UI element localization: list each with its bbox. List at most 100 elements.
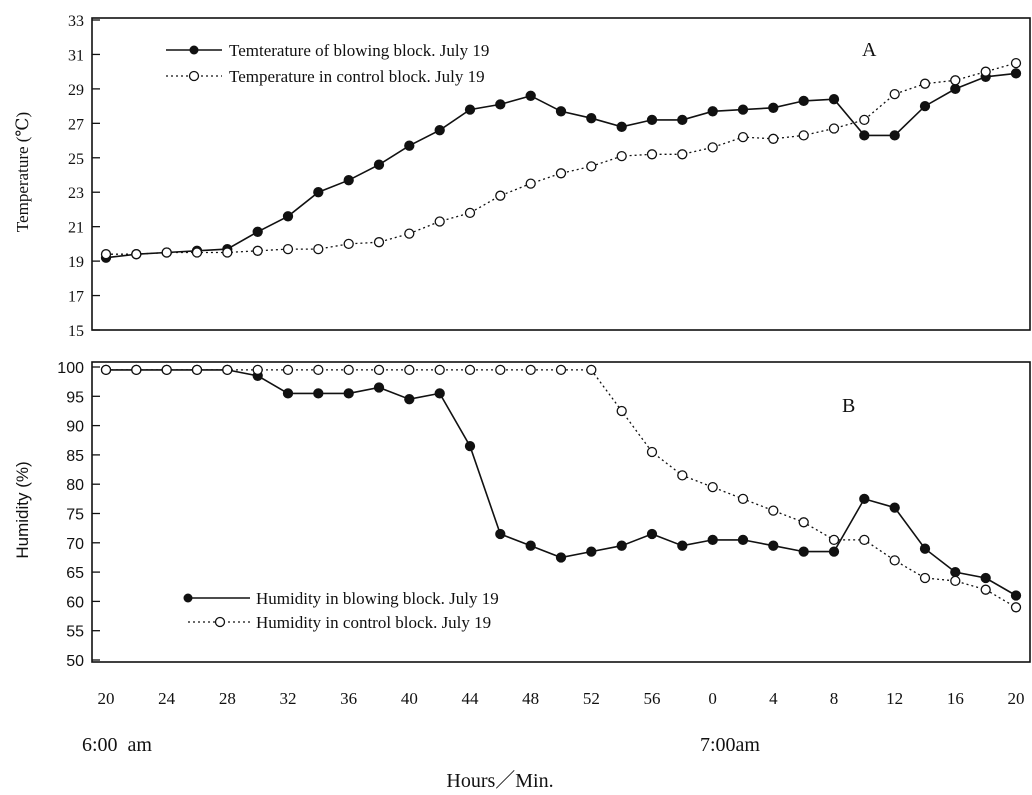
panel-b-data-point-blowing (616, 540, 627, 551)
panel-a-data-point-control (646, 149, 658, 160)
panel-a-data-point-blowing (737, 104, 749, 115)
x-tick-label: 4 (769, 689, 778, 708)
panel-b-series-line-control (106, 369, 1017, 608)
panel-a-data-point-blowing (828, 94, 840, 105)
panel-b-data-point-control (252, 364, 263, 376)
x-tick-label: 24 (158, 689, 176, 708)
panel-a-series (100, 57, 1022, 263)
panel-b-data-point-control (798, 517, 809, 528)
panel-a-y-axis-label: Temperature (℃) (13, 112, 32, 232)
panel-a-data-point-control (161, 247, 172, 258)
panel-b-y-tick-label: 90 (66, 419, 84, 436)
x-axis-label: Hours／Min. (446, 770, 553, 792)
panel-a-series-line-blowing (105, 72, 1017, 259)
panel-b-data-point-blowing (404, 394, 415, 405)
panel-a-y-tick-label: 23 (68, 185, 84, 202)
panel-a-data-point-blowing (707, 106, 718, 117)
panel-a-data-point-blowing (889, 130, 900, 141)
panel-b-data-point-control (889, 555, 900, 566)
legend-label-blowing-humidity: Humidity in blowing block. July 19 (256, 589, 499, 608)
panel-b-data-point-blowing (919, 543, 931, 554)
panel-b-data-point-blowing (464, 440, 476, 452)
panel-b-data-point-control (464, 364, 476, 376)
panel-a-data-point-blowing (586, 113, 597, 124)
panel-a-label: A (862, 39, 877, 61)
panel-a-data-point-control (434, 216, 445, 227)
panel-b-y-tick-label: 70 (66, 536, 84, 553)
panel-b-data-point-blowing (737, 534, 749, 546)
panel-a-data-point-control (525, 178, 536, 189)
panel-a-data-point-control (980, 66, 991, 77)
panel-b-data-point-blowing (525, 540, 536, 551)
hour-label-6am: 6:00 am (82, 734, 152, 756)
panel-a-y-tick-label: 31 (68, 47, 84, 64)
panel-b-data-point-blowing (798, 546, 809, 557)
panel-a-y-tick-label: 17 (68, 289, 84, 306)
legend-marker-blowing-temp (189, 45, 199, 55)
panel-b-label: B (842, 395, 855, 417)
legend-marker-control-humidity (214, 616, 226, 628)
panel-a-data-point-blowing (616, 121, 627, 132)
x-tick-label: 8 (830, 689, 839, 708)
panel-b-data-point-blowing (768, 540, 779, 551)
panel-b-data-point-blowing (555, 552, 567, 563)
x-tick-label: 20 (98, 689, 115, 708)
x-axis-ticks: 20 24 28 32 36 40 44 48 52 56 0 4 8 12 16 20 (98, 689, 1025, 708)
panel-b-data-point-blowing (282, 388, 294, 399)
panel-a-data-point-blowing (919, 100, 931, 112)
panel-a-data-point-blowing (677, 114, 688, 126)
legend-label-control-humidity: Humidity in control block. July 19 (256, 613, 491, 632)
panel-b-data-point-blowing (646, 528, 658, 540)
x-tick-label: 48 (522, 689, 539, 708)
x-tick-label: 32 (280, 689, 297, 708)
panel-a-data-point-control (707, 142, 718, 153)
panel-a-data-point-blowing (464, 104, 476, 115)
panel-b-data-point-control (616, 405, 627, 417)
panel-b-y-tick-label: 100 (57, 360, 84, 377)
panel-a-data-point-control (100, 249, 112, 260)
panel-b-data-point-control (555, 364, 567, 376)
panel-b-data-point-control (434, 364, 445, 376)
panel-b-data-point-control (950, 575, 961, 587)
panel-b-data-point-blowing (313, 388, 324, 399)
panel-a-data-point-control (555, 168, 567, 179)
panel-b-data-point-blowing (980, 572, 991, 584)
panel-a-y-tick-label: 25 (68, 151, 84, 168)
panel-a-data-point-control (950, 75, 961, 86)
panel-a-y-tick-label: 21 (68, 220, 84, 237)
panel-a-data-point-blowing (252, 226, 263, 237)
panel-a-y-tick-label: 19 (68, 254, 84, 271)
panel-a-data-point-blowing (525, 90, 536, 101)
panel-a-data-point-blowing (313, 187, 324, 198)
panel-b-data-point-control (343, 364, 354, 376)
x-tick-label: 40 (401, 689, 418, 708)
panel-b-data-point-control (404, 364, 415, 376)
panel-a-y-tick-label: 33 (68, 13, 84, 30)
panel-b-data-point-blowing (373, 382, 385, 393)
panel-a-series-line-control (106, 62, 1017, 255)
panel-b-data-point-control (677, 470, 688, 481)
panel-b-y-tick-label: 95 (66, 389, 84, 406)
x-tick-label: 44 (462, 689, 480, 708)
panel-b-data-point-control (919, 572, 931, 584)
panel-b-data-point-control (646, 446, 658, 458)
panel-b-data-point-blowing (707, 534, 718, 546)
panel-b-data-point-blowing (677, 540, 688, 551)
panel-a-data-point-control (737, 131, 749, 143)
panel-b-data-point-control (707, 481, 718, 493)
panel-a-frame (91, 17, 1031, 331)
panel-a-data-point-control (131, 249, 142, 260)
panel-b-data-point-control (586, 364, 597, 376)
panel-a-data-point-blowing (282, 211, 294, 222)
panel-b-data-point-control (161, 364, 172, 376)
x-tick-label: 20 (1008, 689, 1025, 708)
panel-a-data-point-blowing (373, 159, 385, 170)
panel-b-data-point-control (859, 534, 870, 546)
panel-a-y-tick-label: 29 (68, 82, 84, 99)
panel-b-data-point-control (191, 364, 203, 376)
x-tick-label: 16 (947, 689, 964, 708)
panel-b-data-point-control (495, 364, 506, 376)
panel-b-data-point-control (282, 364, 294, 376)
panel-b-data-point-control (131, 364, 142, 376)
